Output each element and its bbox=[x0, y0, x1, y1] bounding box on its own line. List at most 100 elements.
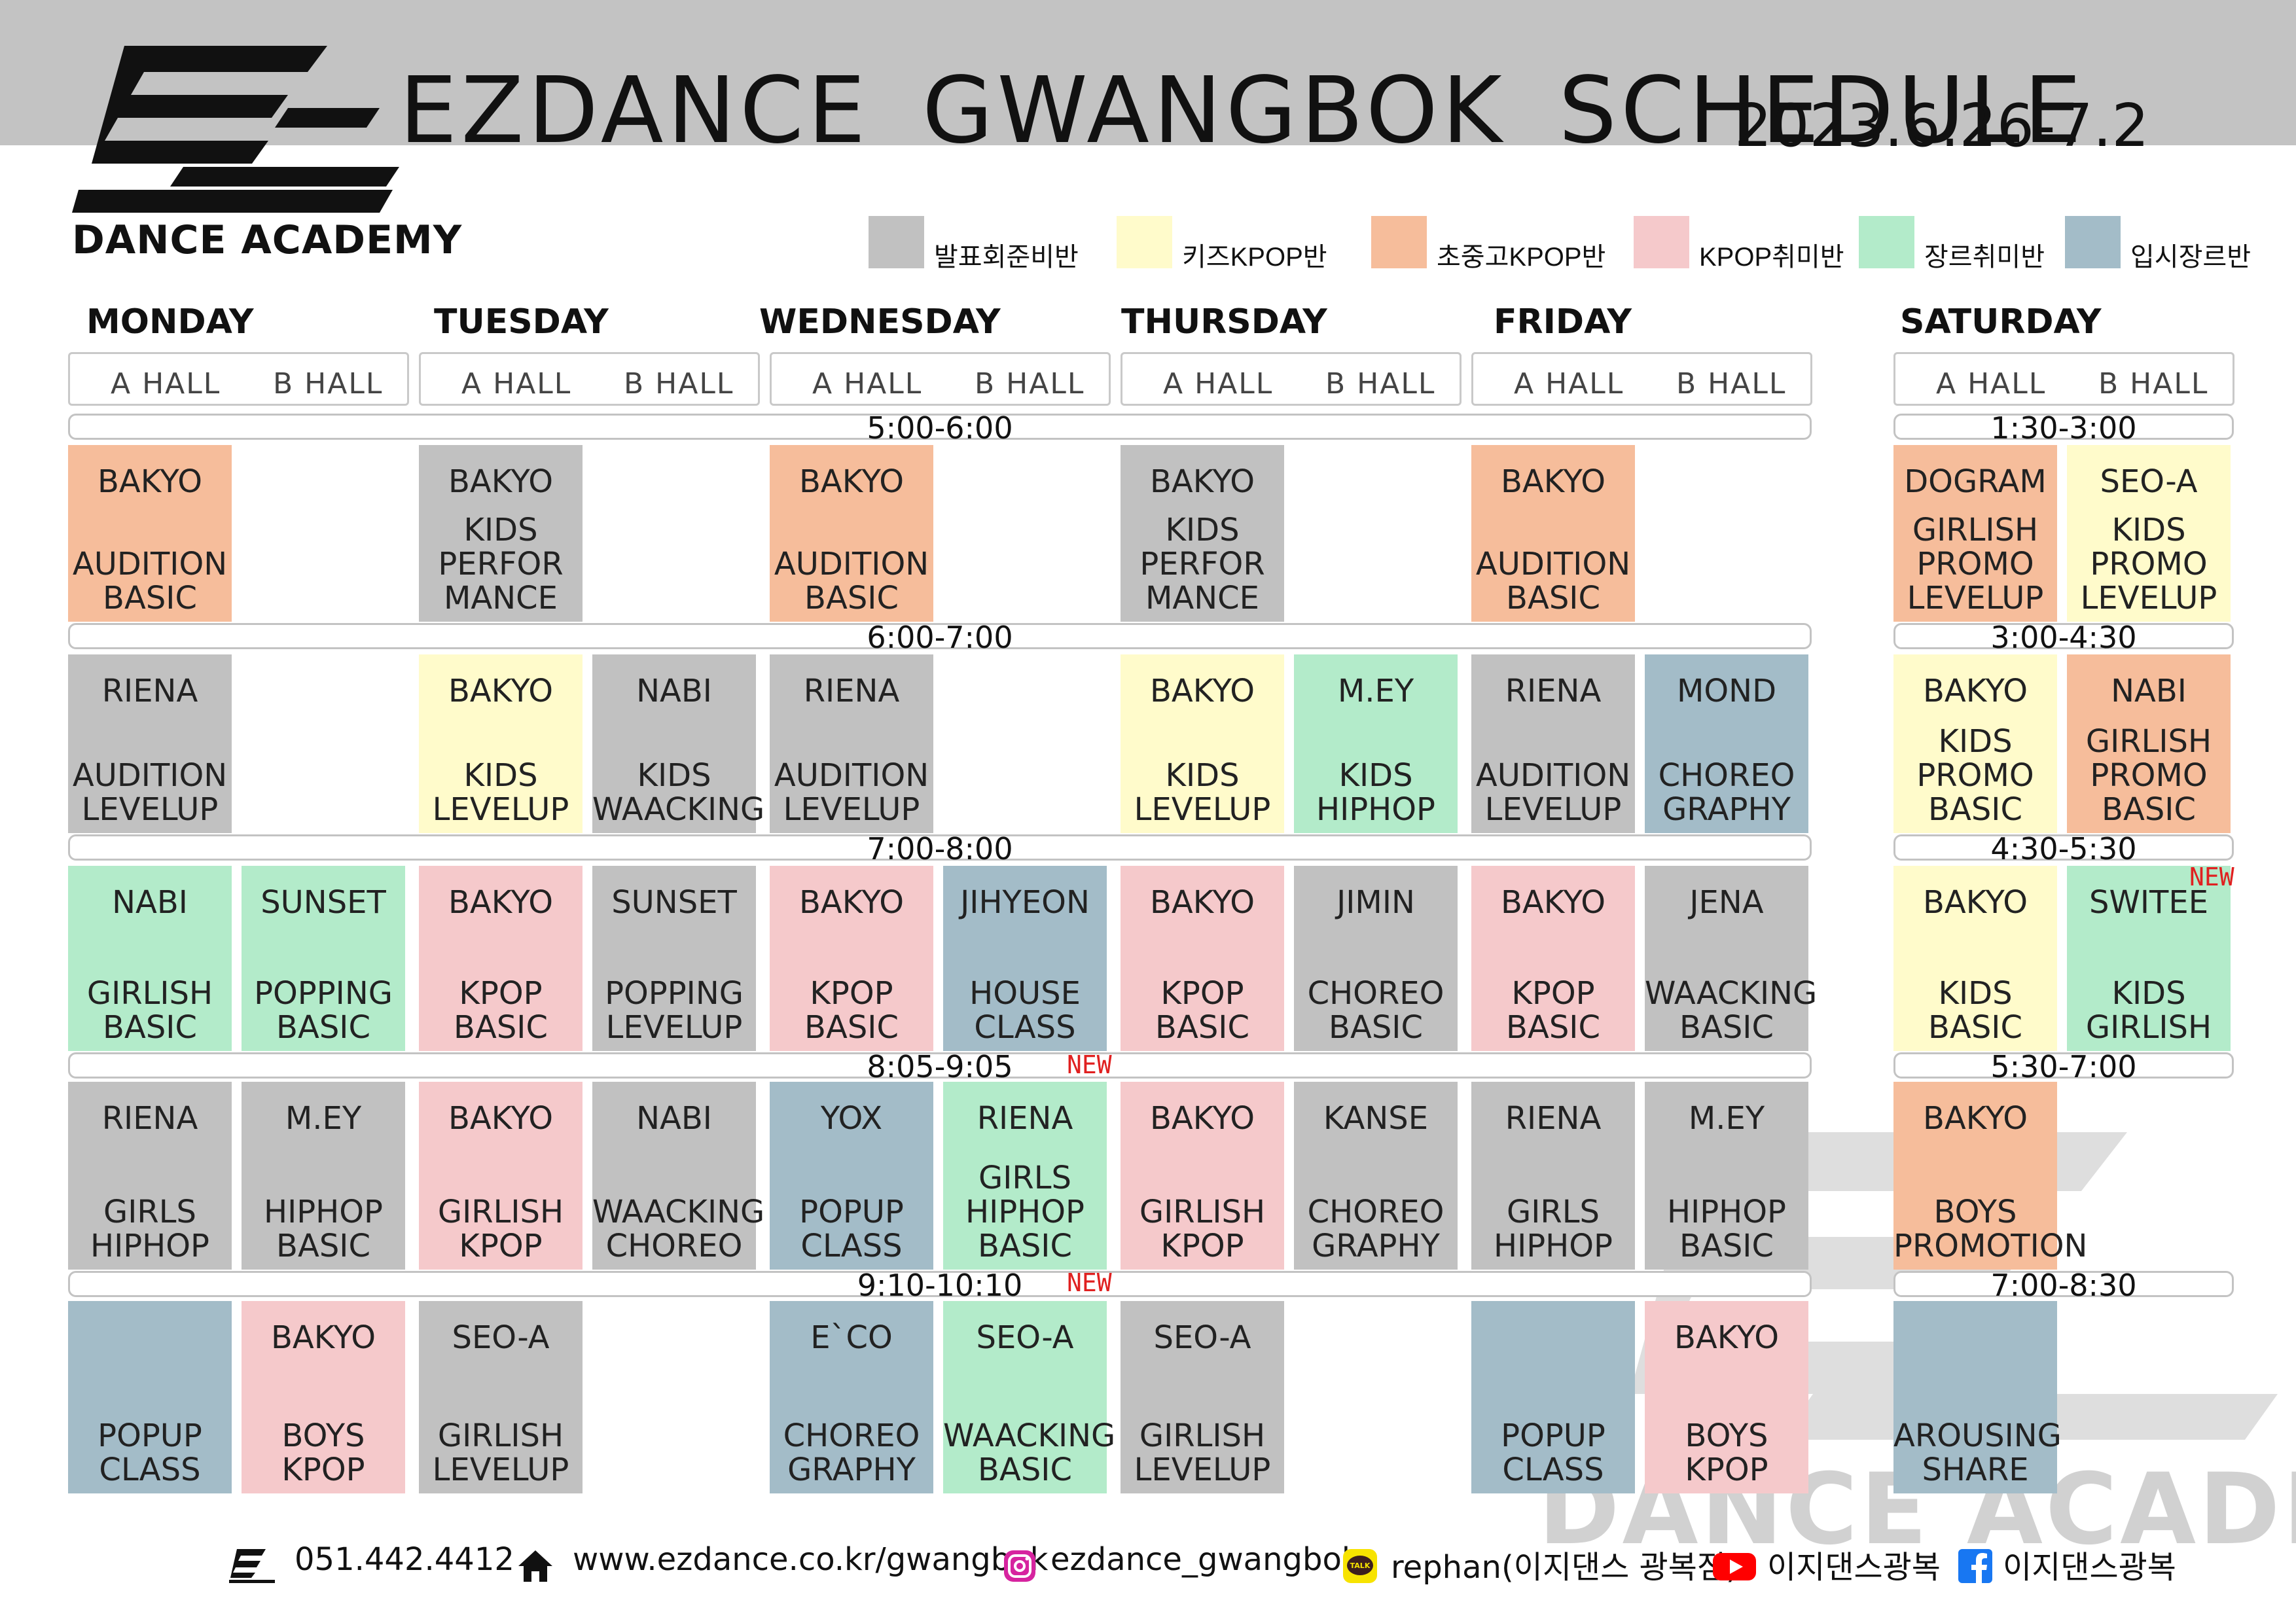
class-name: WAACKING CHOREO bbox=[592, 1194, 765, 1264]
class-name: BOYS KPOP bbox=[281, 1418, 365, 1488]
class-cell[interactable]: SEO-A GIRLISH LEVELUP bbox=[1121, 1301, 1284, 1493]
class-cell[interactable]: BAKYO BOYS KPOP bbox=[1645, 1301, 1808, 1493]
website-link[interactable]: www.ezdance.co.kr/gwangbok bbox=[573, 1541, 1049, 1578]
instructor-name: BAKYO bbox=[97, 463, 202, 500]
class-cell[interactable]: M.EY HIPHOP BASIC bbox=[1645, 1082, 1808, 1270]
class-cell[interactable]: NABI KIDS WAACKING bbox=[592, 654, 765, 833]
header-band bbox=[0, 0, 2296, 145]
class-cell[interactable]: KANSE CHOREO GRAPHY bbox=[1294, 1082, 1458, 1270]
class-cell[interactable]: RIENA AUDITION LEVELUP bbox=[1471, 654, 1635, 833]
class-name: AUDITION BASIC bbox=[1475, 546, 1631, 616]
class-cell[interactable]: JENA WAACKING BASIC bbox=[1645, 866, 1817, 1051]
class-name: WAACKING BASIC bbox=[943, 1418, 1116, 1488]
class-cell[interactable]: DOGRAM GIRLISH PROMO LEVELUP bbox=[1893, 445, 2057, 622]
class-name: KIDS WAACKING bbox=[592, 757, 765, 828]
class-cell[interactable]: POPUP CLASS bbox=[68, 1301, 232, 1493]
instructor-name: M.EY bbox=[1337, 673, 1414, 709]
class-name: POPPING LEVELUP bbox=[605, 975, 744, 1046]
class-cell[interactable]: SEO-A KIDS PROMO LEVELUP bbox=[2067, 445, 2231, 622]
instructor-name: BAKYO bbox=[448, 1100, 553, 1137]
time-slot-bar: 9:10-10:10 bbox=[68, 1268, 1812, 1303]
class-cell[interactable]: BAKYO KIDS PERFOR MANCE bbox=[419, 445, 583, 622]
class-cell[interactable]: BAKYO KIDS LEVELUP bbox=[1121, 654, 1284, 833]
class-cell[interactable]: BAKYO KPOP BASIC bbox=[1121, 866, 1284, 1051]
date-range: 2023.6.26-7.2 bbox=[1734, 92, 2149, 160]
class-name: AUDITION LEVELUP bbox=[774, 757, 929, 828]
class-name: GIRLISH PROMO BASIC bbox=[2085, 723, 2212, 828]
class-cell[interactable]: BAKYO KPOP BASIC bbox=[419, 866, 583, 1051]
class-cell[interactable]: NABI GIRLISH BASIC bbox=[68, 866, 232, 1051]
class-cell[interactable]: JIMIN CHOREO BASIC bbox=[1294, 866, 1458, 1051]
class-name: CHOREO GRAPHY bbox=[783, 1418, 920, 1488]
class-name: GIRLS HIPHOP bbox=[90, 1194, 209, 1264]
class-name: CHOREO GRAPHY bbox=[1658, 757, 1795, 828]
class-name: GIRLISH BASIC bbox=[86, 975, 213, 1046]
class-cell[interactable]: SUNSET POPPING LEVELUP bbox=[592, 866, 756, 1051]
instructor-name: SEO-A bbox=[2100, 463, 2198, 500]
class-cell[interactable]: BAKYO BOYS PROMOTION bbox=[1893, 1082, 2087, 1270]
youtube-channel[interactable]: 이지댄스광복 bbox=[1767, 1549, 1941, 1586]
class-cell[interactable]: BAKYO KIDS PROMO BASIC bbox=[1893, 654, 2057, 833]
class-cell[interactable]: POPUP CLASS bbox=[1471, 1301, 1635, 1493]
class-cell[interactable]: BAKYO AUDITION BASIC bbox=[68, 445, 232, 622]
class-cell[interactable]: NABI GIRLISH PROMO BASIC bbox=[2067, 654, 2231, 833]
class-cell[interactable]: M.EY KIDS HIPHOP bbox=[1294, 654, 1458, 833]
class-cell[interactable]: BAKYO BOYS KPOP bbox=[242, 1301, 405, 1493]
class-cell[interactable]: JIHYEON HOUSE CLASS bbox=[943, 866, 1107, 1051]
hall-b-label: B HALL bbox=[1676, 367, 1787, 401]
class-name: KPOP BASIC bbox=[1155, 975, 1249, 1046]
class-cell[interactable]: BAKYO GIRLISH KPOP bbox=[419, 1082, 583, 1270]
legend-label: 키즈KPOP반 bbox=[1182, 243, 1327, 272]
class-cell[interactable]: M.EY HIPHOP BASIC bbox=[242, 1082, 405, 1270]
new-badge: NEW bbox=[1067, 1268, 1112, 1297]
class-cell[interactable]: MOND CHOREO GRAPHY bbox=[1645, 654, 1808, 833]
instructor-name: DOGRAM bbox=[1904, 463, 2047, 500]
instructor-name: M.EY bbox=[285, 1100, 362, 1137]
class-cell[interactable]: BAKYO KPOP BASIC bbox=[770, 866, 933, 1051]
class-cell[interactable]: E`CO CHOREO GRAPHY bbox=[770, 1301, 933, 1493]
legend-swatch bbox=[1117, 216, 1172, 268]
time-slot-label: 7:00-8:00 bbox=[867, 831, 1013, 866]
class-cell[interactable]: SEO-A GIRLISH LEVELUP bbox=[419, 1301, 583, 1493]
time-slot-bar: 4:30-5:30 bbox=[1893, 831, 2234, 866]
class-name: HIPHOP BASIC bbox=[263, 1194, 383, 1264]
hall-a-label: A HALL bbox=[812, 367, 923, 401]
instructor-name: BAKYO bbox=[448, 673, 553, 709]
facebook-page[interactable]: 이지댄스광복 bbox=[2003, 1549, 2176, 1586]
legend-swatch bbox=[869, 216, 924, 268]
class-cell[interactable]: BAKYO AUDITION BASIC bbox=[770, 445, 933, 622]
class-cell[interactable]: SWITEE KIDS GIRLISH bbox=[2067, 866, 2231, 1051]
instructor-name: JENA bbox=[1689, 884, 1764, 921]
class-cell[interactable]: AROUSING SHARE bbox=[1893, 1301, 2062, 1493]
class-cell[interactable]: RIENA AUDITION LEVELUP bbox=[770, 654, 933, 833]
class-cell[interactable]: RIENA GIRLS HIPHOP bbox=[1471, 1082, 1635, 1270]
class-cell[interactable]: SUNSET POPPING BASIC bbox=[242, 866, 405, 1051]
phone-number: 051.442.4412 bbox=[295, 1541, 514, 1578]
class-cell[interactable]: BAKYO KPOP BASIC bbox=[1471, 866, 1635, 1051]
instructor-name: BAKYO bbox=[1149, 673, 1255, 709]
class-cell[interactable]: BAKYO KIDS PERFOR MANCE bbox=[1121, 445, 1284, 622]
instagram-handle[interactable]: ezdance_gwangbok bbox=[1050, 1541, 1360, 1578]
class-cell[interactable]: BAKYO KIDS BASIC bbox=[1893, 866, 2057, 1051]
instructor-name: JIHYEON bbox=[960, 884, 1090, 921]
instructor-name: KANSE bbox=[1323, 1100, 1429, 1137]
class-name: KPOP BASIC bbox=[1506, 975, 1600, 1046]
class-cell[interactable]: SEO-A WAACKING BASIC bbox=[943, 1301, 1116, 1493]
legend-swatch bbox=[2065, 216, 2121, 268]
class-cell[interactable]: BAKYO AUDITION BASIC bbox=[1471, 445, 1635, 622]
instructor-name: BAKYO bbox=[448, 463, 553, 500]
class-cell[interactable]: BAKYO GIRLISH KPOP bbox=[1121, 1082, 1284, 1270]
class-cell[interactable]: RIENA AUDITION LEVELUP bbox=[68, 654, 232, 833]
class-cell[interactable]: YOX POPUP CLASS bbox=[770, 1082, 933, 1270]
class-cell[interactable]: RIENA GIRLS HIPHOP bbox=[68, 1082, 232, 1270]
hall-b-label: B HALL bbox=[975, 367, 1085, 401]
class-cell[interactable]: RIENA GIRLS HIPHOP BASIC bbox=[943, 1082, 1107, 1270]
day-header: FRIDAY bbox=[1494, 302, 1632, 342]
instructor-name: BAKYO bbox=[270, 1319, 376, 1356]
instructor-name: BAKYO bbox=[1149, 884, 1255, 921]
time-slot-label: 4:30-5:30 bbox=[1990, 831, 2137, 866]
class-cell[interactable]: NABI WAACKING CHOREO bbox=[592, 1082, 765, 1270]
class-cell[interactable]: BAKYO KIDS LEVELUP bbox=[419, 654, 583, 833]
kakao-id[interactable]: rephan(이지댄스 광복점) bbox=[1391, 1549, 1738, 1586]
time-slot-bar: 8:05-9:05 bbox=[68, 1049, 1812, 1084]
